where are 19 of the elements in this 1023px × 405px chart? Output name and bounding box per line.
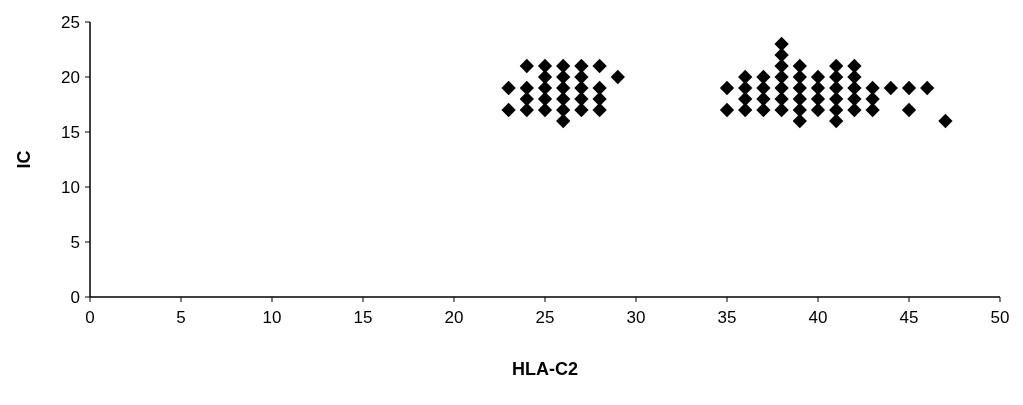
y-tick-label: 5 <box>70 232 80 252</box>
x-tick-label: 15 <box>353 308 373 327</box>
y-axis-title: IC <box>14 150 34 169</box>
x-tick-label: 25 <box>535 308 555 327</box>
x-tick-label: 40 <box>808 308 828 327</box>
x-tick-label: 20 <box>444 308 464 327</box>
y-tick-label: 15 <box>61 122 80 142</box>
y-tick-label: 20 <box>61 67 80 87</box>
x-tick-label: 0 <box>85 308 95 327</box>
x-tick-label: 50 <box>990 308 1010 327</box>
x-tick-label: 10 <box>262 308 282 327</box>
x-tick-label: 45 <box>899 308 919 327</box>
x-tick-label: 5 <box>176 308 186 327</box>
y-tick-label: 0 <box>70 287 80 307</box>
x-axis-title: HLA-C2 <box>512 359 578 379</box>
x-tick-label: 35 <box>717 308 737 327</box>
y-tick-label: 25 <box>61 12 80 32</box>
y-tick-label: 10 <box>61 177 80 197</box>
x-tick-label: 30 <box>626 308 646 327</box>
